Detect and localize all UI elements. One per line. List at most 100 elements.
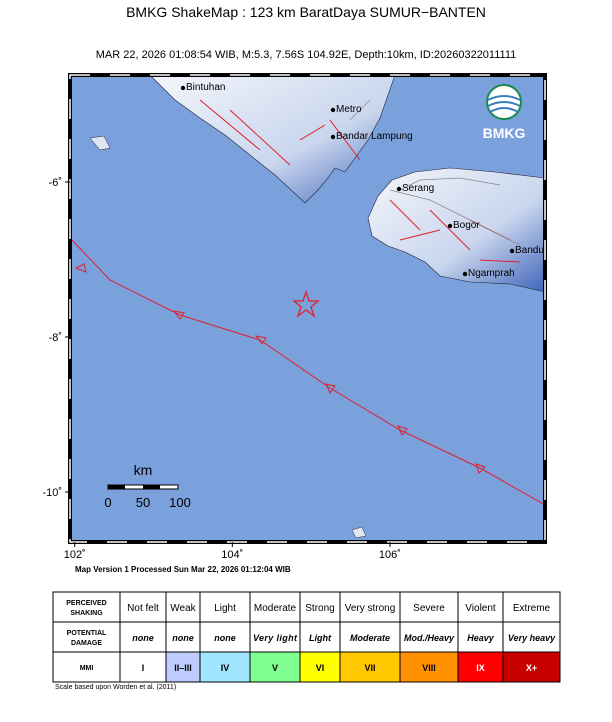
legend-cell bbox=[502, 591, 561, 623]
scale-label: 100 bbox=[169, 495, 191, 510]
scale-label: 50 bbox=[136, 495, 150, 510]
legend-text: Heavy bbox=[467, 633, 495, 643]
legend-header: POTENTIAL bbox=[67, 630, 107, 637]
city-dot bbox=[462, 271, 468, 277]
legend-header: DAMAGE bbox=[71, 640, 102, 647]
legend-text: Mod./Heavy bbox=[404, 633, 455, 643]
legend-text: V bbox=[272, 663, 278, 673]
map: Bintuhan Metro Bandar Lampung Serang Bogor Ba… bbox=[70, 75, 555, 542]
legend-cell bbox=[165, 621, 201, 653]
x-tick-label: 102˚ bbox=[64, 549, 86, 561]
legend-text: Not felt bbox=[127, 603, 159, 614]
city-label: Metro bbox=[336, 104, 362, 115]
legend-text: Strong bbox=[305, 603, 334, 614]
legend-text: II–III bbox=[174, 663, 192, 673]
legend-cell bbox=[339, 591, 401, 623]
legend-text: Extreme bbox=[513, 603, 551, 614]
city-dot bbox=[330, 134, 336, 140]
legend-cell bbox=[399, 591, 459, 623]
sumatra bbox=[149, 75, 396, 204]
title: BMKG ShakeMap : 123 km BaratDaya SUMUR−B… bbox=[126, 4, 486, 20]
legend-header-cell bbox=[52, 621, 121, 653]
scale-bar bbox=[108, 485, 125, 489]
subtitle: MAR 22, 2026 01:08:54 WIB, M:5.3, 7.56S … bbox=[96, 49, 517, 61]
legend-header-cell bbox=[52, 651, 121, 683]
version: Map Version 1 Processed Sun Mar 22, 2026… bbox=[75, 565, 291, 574]
legend-text: VII bbox=[364, 663, 375, 673]
legend-cell bbox=[399, 621, 459, 653]
scale-labels: 0 50 100 bbox=[104, 495, 190, 510]
legend-cell bbox=[299, 621, 341, 653]
legend-text: VIII bbox=[422, 663, 436, 673]
legend-cell bbox=[119, 591, 167, 623]
legend-text: Weak bbox=[170, 603, 196, 614]
legend-text: none bbox=[172, 633, 194, 643]
legend-cell bbox=[199, 591, 251, 623]
city-label: Bandar Lampung bbox=[336, 131, 413, 142]
legend-cell bbox=[399, 651, 459, 683]
legend-cell bbox=[249, 651, 301, 683]
legend-text: IX bbox=[476, 663, 485, 673]
city-dot bbox=[180, 85, 186, 91]
legend-header: MMI bbox=[80, 665, 94, 672]
legend-header: SHAKING bbox=[70, 610, 103, 617]
legend-cell bbox=[249, 591, 301, 623]
legend-text: none bbox=[214, 633, 236, 643]
city-label: Bintuhan bbox=[186, 82, 225, 93]
legend-text: Light bbox=[309, 633, 332, 643]
legend: PERCEIVED SHAKING Not felt Weak Light Moderat… bbox=[52, 591, 561, 683]
city-dot bbox=[396, 186, 402, 192]
note: Scale based upon Worden et al. (2011) bbox=[55, 684, 176, 691]
legend-text: IV bbox=[221, 663, 230, 673]
x-tick-label: 106˚ bbox=[379, 549, 401, 561]
logo-text: BMKG bbox=[483, 125, 526, 141]
legend-text: Moderate bbox=[254, 603, 297, 614]
legend-text: Severe bbox=[413, 603, 445, 614]
legend-cell bbox=[457, 651, 504, 683]
legend-cell bbox=[165, 591, 201, 623]
legend-text: Violent bbox=[465, 603, 496, 614]
island bbox=[89, 135, 111, 151]
axes: 102˚ 104˚ 106˚ -6˚ -8˚ -10˚ bbox=[42, 177, 401, 561]
y-tick-label: -8˚ bbox=[49, 332, 62, 344]
epicenter bbox=[292, 289, 320, 318]
legend-cell bbox=[199, 651, 251, 683]
legend-cell bbox=[339, 651, 401, 683]
legend-cell bbox=[457, 591, 504, 623]
trench bbox=[70, 237, 545, 506]
frame bbox=[69, 74, 546, 543]
city-label: Bogor bbox=[453, 220, 480, 231]
x-tick-label: 104˚ bbox=[221, 549, 243, 561]
scale-label: 0 bbox=[104, 495, 111, 510]
scale-unit: km bbox=[134, 462, 153, 478]
legend-cell bbox=[299, 651, 341, 683]
city-label: Ngamprah bbox=[468, 268, 515, 279]
city-dot bbox=[509, 248, 515, 254]
legend-text: Very light bbox=[253, 633, 298, 643]
legend-text: Light bbox=[214, 603, 236, 614]
legend-text: I bbox=[142, 663, 145, 673]
logo: BMKG bbox=[483, 84, 526, 141]
trench-teeth bbox=[74, 263, 486, 474]
legend-text: VI bbox=[316, 663, 325, 673]
y-tick-label: -10˚ bbox=[42, 487, 62, 499]
city-label: Serang bbox=[402, 183, 434, 194]
legend-header: PERCEIVED bbox=[66, 600, 106, 607]
legend-cell bbox=[119, 621, 167, 653]
city-dot bbox=[447, 223, 453, 229]
legend-text: Very heavy bbox=[508, 633, 556, 643]
legend-text: Moderate bbox=[350, 633, 390, 643]
cities: Bintuhan Metro Bandar Lampung Serang Bogor Ba… bbox=[180, 82, 555, 279]
legend-text: X+ bbox=[526, 663, 537, 673]
legend-text: none bbox=[132, 633, 154, 643]
island bbox=[351, 526, 367, 539]
scale-bar bbox=[143, 485, 160, 489]
roads bbox=[349, 99, 521, 246]
y-tick-label: -6˚ bbox=[49, 177, 62, 189]
city-label: Bandung bbox=[515, 245, 555, 256]
legend-header-cell bbox=[52, 591, 121, 623]
legend-cell bbox=[502, 651, 561, 683]
city-dot bbox=[330, 107, 336, 113]
